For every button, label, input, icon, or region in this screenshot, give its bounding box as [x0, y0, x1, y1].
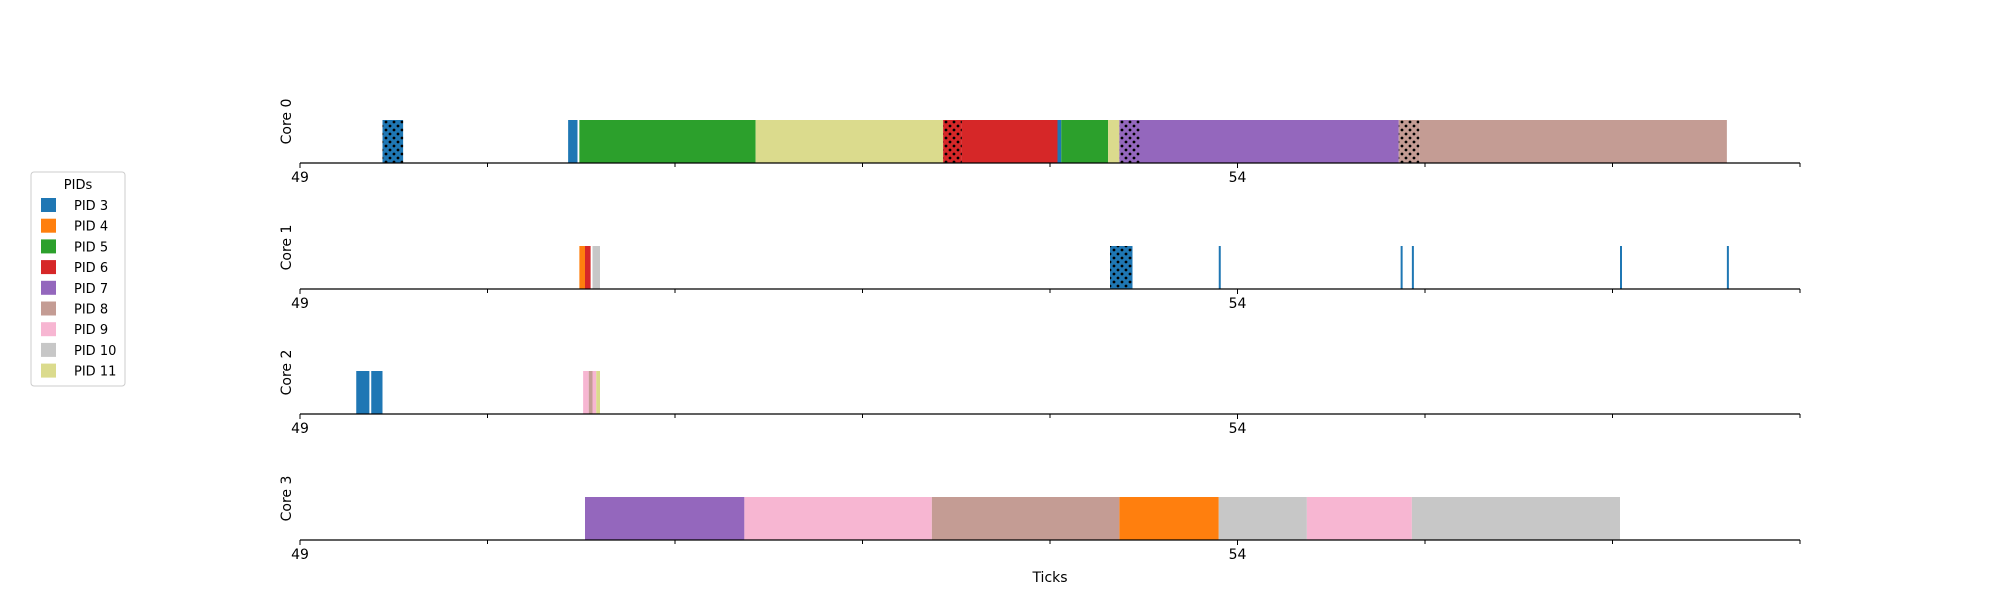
segment-bar: [579, 120, 756, 163]
segment-bar: [583, 371, 589, 414]
segment-bar: [1620, 246, 1622, 289]
legend-entry-label: PID 7: [74, 282, 108, 297]
core-label: Core 0: [279, 99, 295, 145]
core-label: Core 3: [279, 476, 295, 522]
segment-bar: [588, 371, 593, 414]
segment-hatch: [943, 120, 962, 163]
legend-swatch: [41, 280, 56, 295]
segment-bar: [961, 120, 1058, 163]
segment-bar: [931, 497, 1120, 540]
segment-bar: [1061, 120, 1109, 163]
segment-bar: [1411, 246, 1414, 289]
segment-bar: [1218, 497, 1307, 540]
segment-bar: [356, 371, 370, 414]
legend-entry-label: PID 8: [74, 303, 108, 318]
legend-swatch: [41, 260, 56, 275]
core-label: Core 1: [279, 225, 295, 271]
segment-hatch: [1110, 246, 1133, 289]
segment-bar: [1140, 120, 1399, 163]
legend-title: PIDs: [64, 178, 93, 193]
segment-bar: [579, 246, 585, 289]
legend-swatch: [41, 363, 56, 378]
legend-swatch: [41, 218, 56, 233]
segment-bar: [1057, 120, 1062, 163]
segment-bar: [1108, 120, 1120, 163]
segment-bar: [744, 497, 932, 540]
core-panel: 49 54 Core 0: [279, 99, 1801, 186]
segment-bar: [1411, 497, 1620, 540]
legend-swatch: [41, 342, 56, 357]
legend-entry-label: PID 11: [74, 365, 116, 380]
legend: PIDs PID 3 PID 4 PID 5 PID 6 PID 7 PID 8 PID 9 P…: [30, 171, 126, 387]
segment-bar: [1218, 246, 1221, 289]
segment-bar: [1119, 497, 1219, 540]
legend-entry-label: PID 4: [74, 220, 108, 235]
x-axis-label: Ticks: [1031, 570, 1067, 586]
segment-hatch: [1398, 120, 1420, 163]
legend-entry-label: PID 5: [74, 240, 108, 255]
segment-bar: [1726, 246, 1729, 289]
legend-entry-label: PID 3: [74, 199, 108, 214]
legend-entry-label: PID 10: [74, 344, 116, 359]
core-panels: 49 54 Core 0 49 54 Core 1 49 54 Core 2 49 54 Core 3: [279, 99, 1801, 563]
legend-swatch: [41, 239, 56, 254]
x-tick-label: 54: [1229, 296, 1247, 312]
core-panel: 49 54 Core 3: [279, 476, 1801, 563]
legend-entry-label: PID 6: [74, 261, 108, 276]
x-tick-label: 49: [291, 296, 309, 312]
legend-swatch: [41, 198, 56, 212]
x-tick-label: 49: [291, 547, 309, 563]
segment-bar: [592, 246, 600, 289]
x-tick-label: 49: [291, 170, 309, 186]
segment-bar: [1419, 120, 1727, 163]
legend-entry-label: PID 9: [74, 323, 108, 338]
segment-hatch: [382, 120, 404, 163]
legend-swatch: [41, 301, 56, 316]
segment-bar: [1400, 246, 1403, 289]
segment-bar: [585, 497, 745, 540]
legend-swatch: [41, 322, 56, 337]
core-panel: 49 54 Core 2: [279, 350, 1801, 437]
segment-bar: [585, 246, 591, 289]
segment-bar: [568, 120, 578, 163]
segment-bar: [1306, 497, 1412, 540]
segment-hatch: [1119, 120, 1140, 163]
segment-bar: [596, 371, 600, 414]
x-tick-label: 54: [1229, 170, 1247, 186]
x-tick-label: 49: [291, 421, 309, 437]
core-label: Core 2: [279, 350, 295, 396]
segment-bar: [755, 120, 944, 163]
x-tick-label: 54: [1229, 421, 1247, 437]
segment-bar: [371, 371, 383, 414]
segment-bar: [592, 371, 597, 414]
core-panel: 49 54 Core 1: [279, 225, 1801, 312]
x-tick-label: 54: [1229, 547, 1247, 563]
